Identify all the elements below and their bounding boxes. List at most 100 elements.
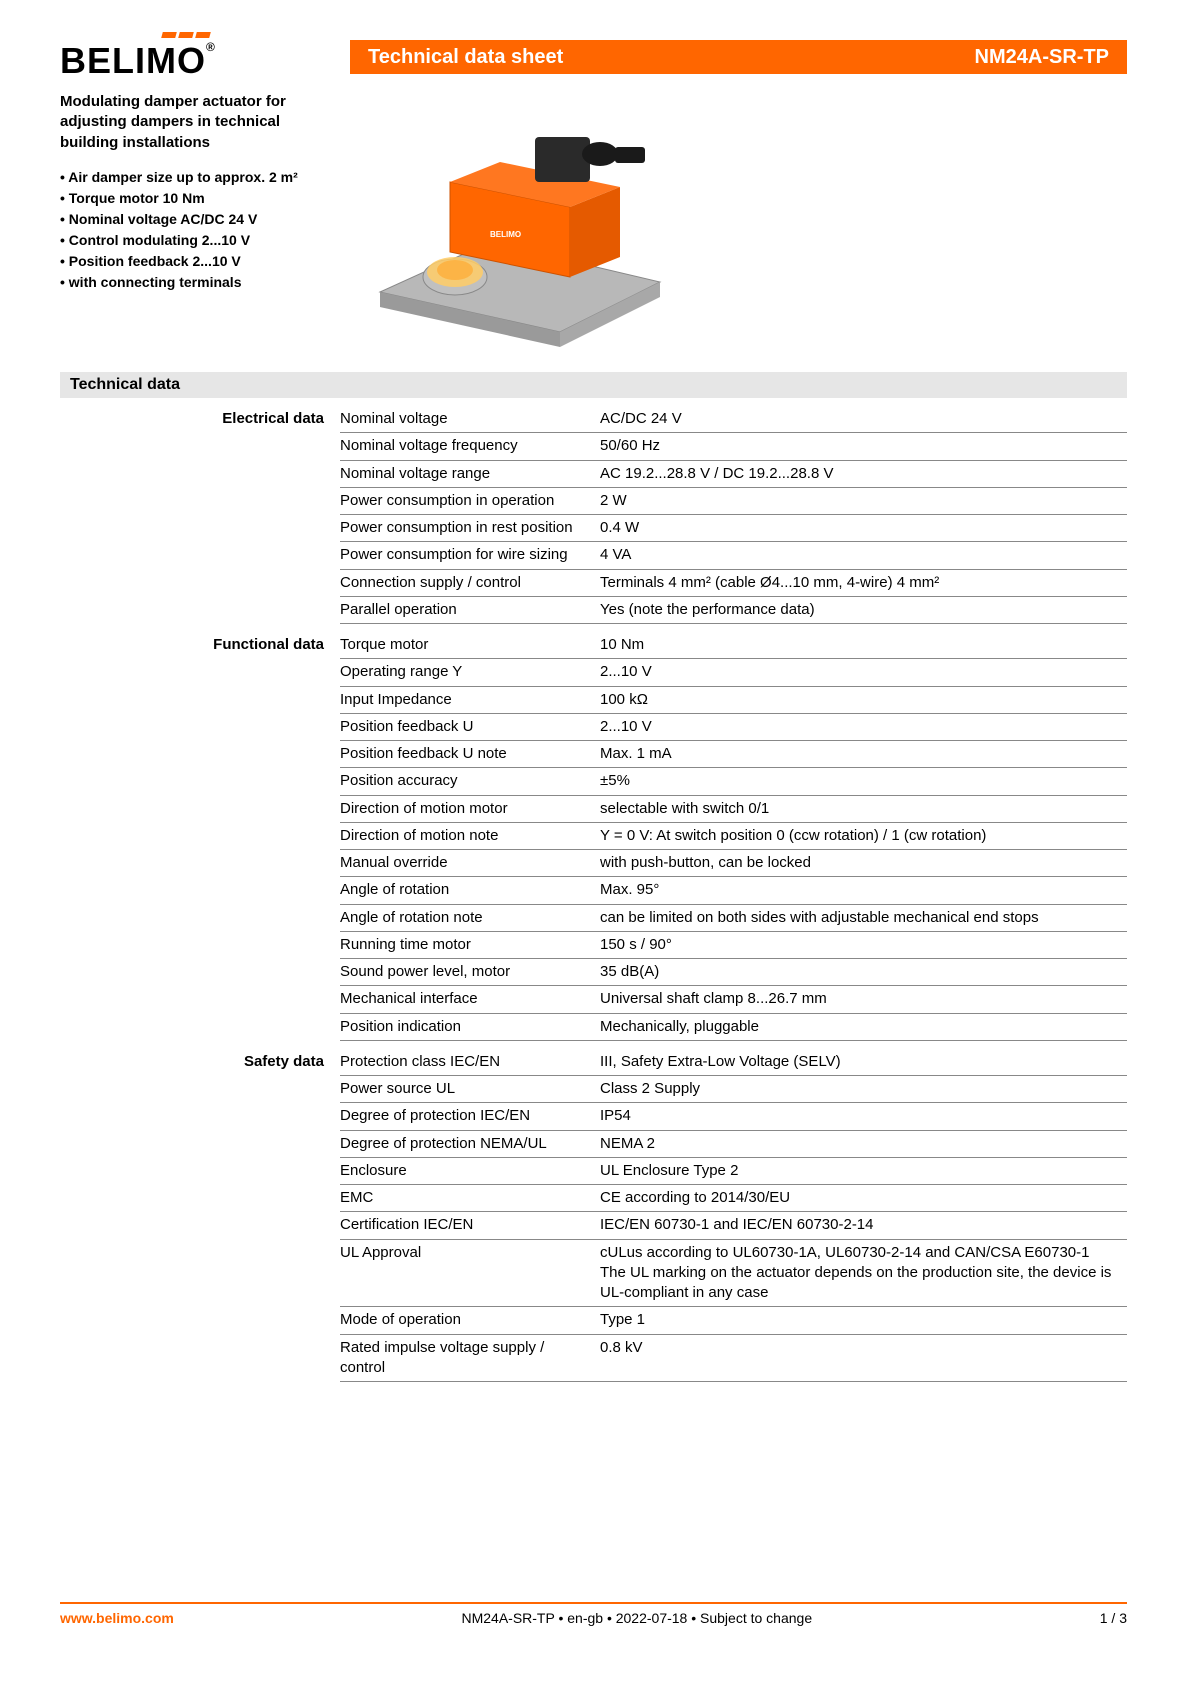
row-key: Nominal voltage frequency (340, 436, 600, 456)
logo-block: BELIMO® (60, 40, 330, 82)
row-value: 0.4 W (600, 518, 1127, 538)
row-value: CE according to 2014/30/EU (600, 1188, 1127, 1208)
table-row: Input Impedance100 kΩ (340, 687, 1127, 714)
row-key: Degree of protection NEMA/UL (340, 1134, 600, 1154)
title-bar: Technical data sheet NM24A-SR-TP (350, 40, 1127, 74)
table-row: Degree of protection IEC/ENIP54 (340, 1103, 1127, 1130)
table-row: Direction of motion noteY = 0 V: At swit… (340, 823, 1127, 850)
table-row: Power consumption in operation2 W (340, 488, 1127, 515)
row-value: 50/60 Hz (600, 436, 1127, 456)
row-key: Protection class IEC/EN (340, 1052, 600, 1072)
table-row: Manual overridewith push-button, can be … (340, 850, 1127, 877)
data-table: Nominal voltageAC/DC 24 VNominal voltage… (340, 406, 1127, 624)
table-row: Sound power level, motor35 dB(A) (340, 959, 1127, 986)
row-key: Rated impulse voltage supply / control (340, 1338, 600, 1379)
table-row: Angle of rotationMax. 95° (340, 877, 1127, 904)
row-value: Type 1 (600, 1310, 1127, 1330)
table-row: Parallel operationYes (note the performa… (340, 597, 1127, 624)
table-row: Position accuracy±5% (340, 768, 1127, 795)
page-number: 1 / 3 (1100, 1610, 1127, 1626)
row-value: Mechanically, pluggable (600, 1017, 1127, 1037)
row-value: 10 Nm (600, 635, 1127, 655)
row-key: Parallel operation (340, 600, 600, 620)
table-row: EMCCE according to 2014/30/EU (340, 1185, 1127, 1212)
table-row: EnclosureUL Enclosure Type 2 (340, 1158, 1127, 1185)
row-key: EMC (340, 1188, 600, 1208)
logo-text: BELIMO (60, 40, 206, 81)
row-key: Sound power level, motor (340, 962, 600, 982)
bullet-item: • Nominal voltage AC/DC 24 V (60, 209, 330, 230)
table-row: Running time motor150 s / 90° (340, 932, 1127, 959)
row-key: Mechanical interface (340, 989, 600, 1009)
table-row: Degree of protection NEMA/ULNEMA 2 (340, 1131, 1127, 1158)
bullet-item: • with connecting terminals (60, 272, 330, 293)
table-row: Position indicationMechanically, pluggab… (340, 1014, 1127, 1041)
row-key: Angle of rotation note (340, 908, 600, 928)
data-section: Safety dataProtection class IEC/ENIII, S… (60, 1049, 1127, 1382)
bullet-item: • Control modulating 2...10 V (60, 230, 330, 251)
table-row: Operating range Y2...10 V (340, 659, 1127, 686)
row-key: Direction of motion note (340, 826, 600, 846)
intro-heading: Modulating damper actuator for adjusting… (60, 92, 330, 153)
row-value: IEC/EN 60730-1 and IEC/EN 60730-2-14 (600, 1215, 1127, 1235)
page: BELIMO® Technical data sheet NM24A-SR-TP… (0, 0, 1187, 1650)
intro-text: Modulating damper actuator for adjusting… (60, 92, 330, 352)
table-row: Rated impulse voltage supply / control0.… (340, 1335, 1127, 1383)
row-value: with push-button, can be locked (600, 853, 1127, 873)
row-value: 2 W (600, 491, 1127, 511)
row-value: Class 2 Supply (600, 1079, 1127, 1099)
row-key: UL Approval (340, 1243, 600, 1304)
row-key: Nominal voltage range (340, 464, 600, 484)
row-key: Input Impedance (340, 690, 600, 710)
bullet-item: • Torque motor 10 Nm (60, 188, 330, 209)
group-label: Functional data (60, 632, 340, 1041)
row-value: 35 dB(A) (600, 962, 1127, 982)
logo: BELIMO® (60, 40, 216, 82)
row-value: 2...10 V (600, 717, 1127, 737)
data-table: Protection class IEC/ENIII, Safety Extra… (340, 1049, 1127, 1382)
doc-title: Technical data sheet (368, 46, 563, 69)
table-row: Mechanical interfaceUniversal shaft clam… (340, 986, 1127, 1013)
row-key: Mode of operation (340, 1310, 600, 1330)
row-key: Nominal voltage (340, 409, 600, 429)
table-row: Connection supply / controlTerminals 4 m… (340, 570, 1127, 597)
data-section: Electrical dataNominal voltageAC/DC 24 V… (60, 406, 1127, 624)
table-row: Torque motor10 Nm (340, 632, 1127, 659)
row-value: Universal shaft clamp 8...26.7 mm (600, 989, 1127, 1009)
footer-url: www.belimo.com (60, 1610, 174, 1626)
row-key: Operating range Y (340, 662, 600, 682)
footer-meta: NM24A-SR-TP • en-gb • 2022-07-18 • Subje… (461, 1610, 812, 1626)
logo-accent-icon (162, 32, 210, 38)
table-row: Power source ULClass 2 Supply (340, 1076, 1127, 1103)
product-image: BELIMO (350, 92, 1127, 352)
row-key: Angle of rotation (340, 880, 600, 900)
table-row: Angle of rotation notecan be limited on … (340, 905, 1127, 932)
row-value: Y = 0 V: At switch position 0 (ccw rotat… (600, 826, 1127, 846)
data-section: Functional dataTorque motor10 NmOperatin… (60, 632, 1127, 1041)
row-value: NEMA 2 (600, 1134, 1127, 1154)
row-key: Position feedback U (340, 717, 600, 737)
row-value: 0.8 kV (600, 1338, 1127, 1379)
row-key: Power source UL (340, 1079, 600, 1099)
row-value: 4 VA (600, 545, 1127, 565)
table-row: Nominal voltageAC/DC 24 V (340, 406, 1127, 433)
model-number: NM24A-SR-TP (975, 46, 1109, 69)
footer: www.belimo.com NM24A-SR-TP • en-gb • 202… (60, 1602, 1127, 1626)
row-value: cULus according to UL60730-1A, UL60730-2… (600, 1243, 1127, 1304)
group-label: Safety data (60, 1049, 340, 1382)
row-value: Max. 1 mA (600, 744, 1127, 764)
table-row: Mode of operationType 1 (340, 1307, 1127, 1334)
row-value: 100 kΩ (600, 690, 1127, 710)
row-key: Position accuracy (340, 771, 600, 791)
row-value: IP54 (600, 1106, 1127, 1126)
row-key: Certification IEC/EN (340, 1215, 600, 1235)
row-value: Max. 95° (600, 880, 1127, 900)
row-key: Degree of protection IEC/EN (340, 1106, 600, 1126)
bullet-item: • Position feedback 2...10 V (60, 251, 330, 272)
row-key: Direction of motion motor (340, 799, 600, 819)
row-value: can be limited on both sides with adjust… (600, 908, 1127, 928)
bullet-list: • Air damper size up to approx. 2 m²• To… (60, 167, 330, 293)
registered-icon: ® (206, 40, 216, 54)
row-key: Torque motor (340, 635, 600, 655)
row-value: AC 19.2...28.8 V / DC 19.2...28.8 V (600, 464, 1127, 484)
